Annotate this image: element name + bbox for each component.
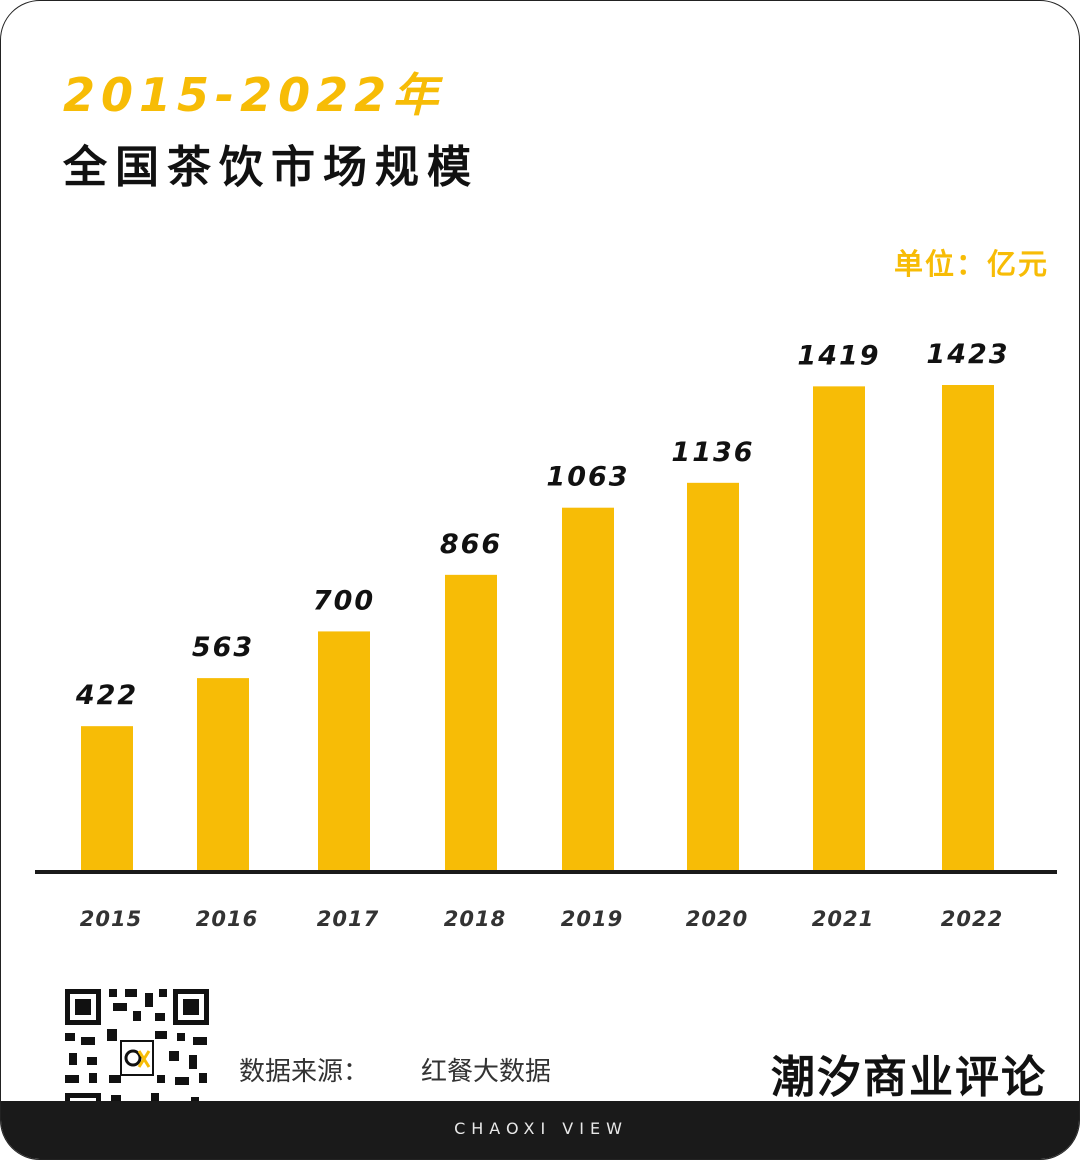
x-tick-label: 2018 [444, 907, 506, 931]
brand-logo-text: 潮汐商业评论 [771, 1052, 1047, 1103]
bar-2017 [318, 631, 370, 870]
footer-tagline: CHAOXI VIEW [454, 1119, 628, 1138]
bar-2021 [813, 386, 865, 870]
data-source-label: 数据来源： [239, 1057, 370, 1087]
bar-value-label: 1063 [546, 462, 629, 493]
x-tick-label: 2021 [812, 907, 874, 931]
bar-2018 [445, 574, 497, 870]
bar-2016 [197, 678, 249, 870]
bar-value-label: 422 [75, 680, 138, 711]
unit-label: 单位：亿元 [893, 247, 1049, 281]
x-tick-label: 2015 [80, 907, 142, 931]
bar-value-label: 563 [192, 632, 254, 663]
x-tick-label: 2022 [941, 907, 1003, 931]
chart-title-years: 2015-2022年 [63, 68, 445, 122]
footer-bar [1, 1101, 1079, 1159]
data-source-value: 红餐大数据 [421, 1057, 552, 1087]
bar-value-label: 700 [313, 585, 375, 616]
chart-title: 全国茶饮市场规模 [63, 142, 479, 193]
bar-value-label: 1419 [797, 340, 880, 371]
x-tick-label: 2020 [686, 907, 748, 931]
bar-value-label: 1423 [926, 339, 1009, 370]
x-tick-label: 2017 [317, 907, 379, 931]
x-tick-label: 2019 [561, 907, 623, 931]
bar-2020 [687, 482, 739, 870]
bar-2022 [942, 385, 994, 870]
bar-2015 [81, 726, 133, 870]
x-tick-label: 2016 [196, 907, 258, 931]
bar-chart: 422 2015 563 2016 700 2017 866 2018 1063 2019 1136… [35, 339, 1057, 931]
bar-value-label: 1136 [671, 437, 754, 468]
bar-value-label: 866 [440, 529, 502, 560]
bar-2019 [562, 507, 614, 870]
